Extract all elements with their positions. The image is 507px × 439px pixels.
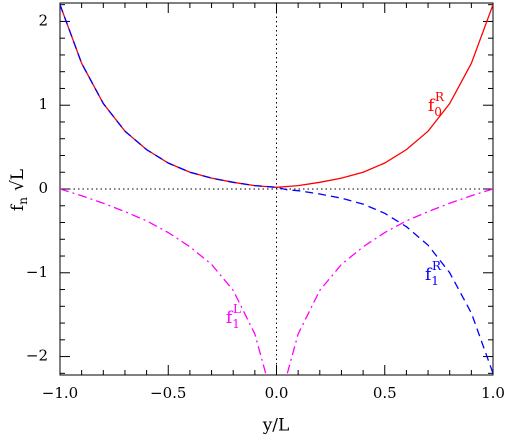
x-tick-label: 0.5	[373, 384, 397, 402]
series-label-sub: 1	[431, 274, 439, 288]
y-axis-label: fn √L	[8, 169, 30, 211]
x-tick-label: 1.0	[481, 384, 505, 402]
series-label: f1R	[425, 259, 442, 288]
y-tick-label: 2	[38, 11, 48, 29]
series-line	[60, 188, 493, 374]
x-axis-label: y/L	[262, 416, 290, 436]
series-label-sub: 1	[232, 317, 240, 331]
series-label-sup: R	[432, 259, 442, 273]
series-label-sub: 0	[434, 105, 442, 119]
x-tick-label: −0.5	[150, 384, 186, 402]
y-label-sub: n	[16, 197, 30, 205]
y-label-base: f	[8, 203, 28, 211]
y-tick-label: 0	[38, 179, 48, 197]
series-line	[60, 4, 493, 374]
y-tick-label: −1	[26, 263, 48, 281]
y-tick-label: 1	[38, 95, 48, 113]
series-label-sup: R	[435, 90, 445, 104]
series-label-sup: L	[233, 302, 241, 316]
series-label-base: f	[226, 308, 234, 328]
x-tick-label: −1.0	[42, 384, 78, 402]
series-label: f1L	[226, 302, 241, 331]
series-label-base: f	[428, 96, 436, 116]
series-label-base: f	[425, 265, 433, 285]
x-tick-label: 0.0	[265, 384, 289, 402]
y-tick-label: −2	[26, 347, 48, 365]
y-label-suffix: √L	[8, 169, 28, 191]
series-label: f0R	[428, 90, 445, 119]
